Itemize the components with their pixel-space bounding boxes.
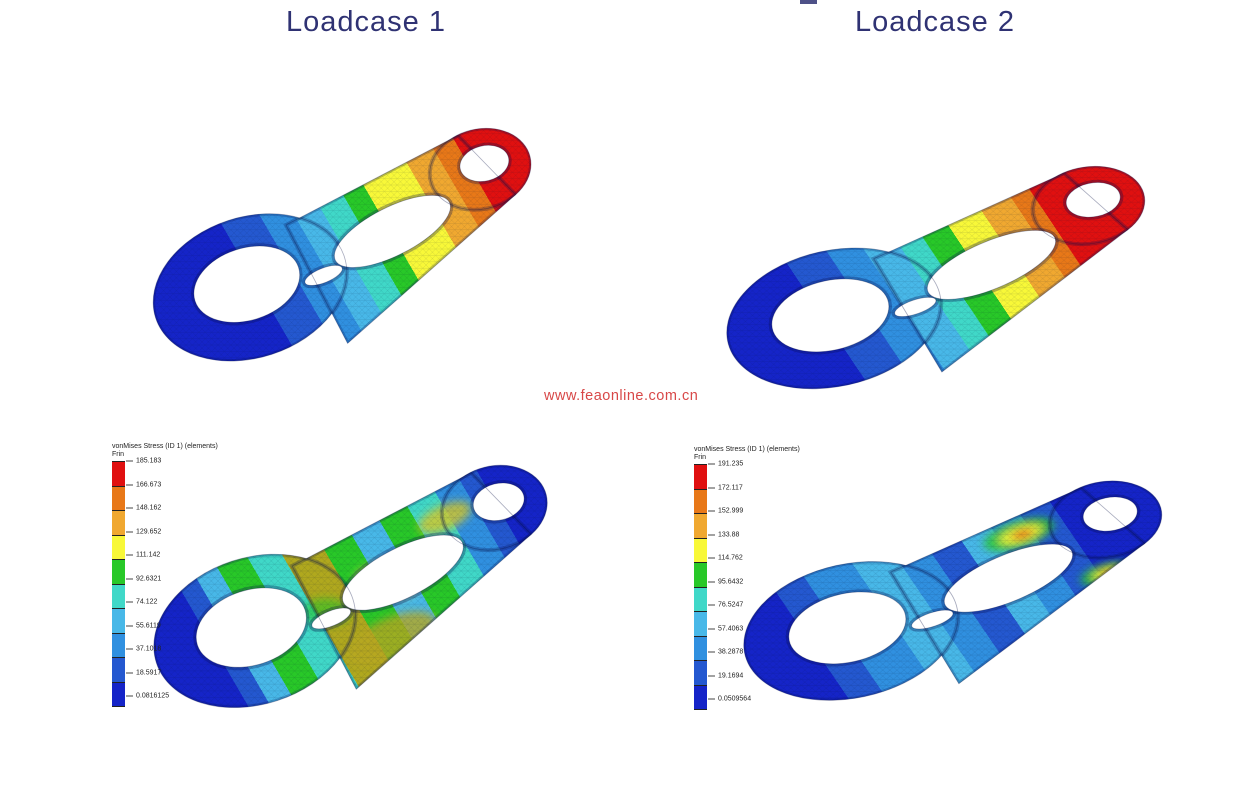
legend-tick: 55.6119 bbox=[126, 622, 161, 629]
loadcase-1-deformation-contour-model bbox=[134, 105, 540, 385]
legend-tick: 152.999 bbox=[708, 508, 743, 515]
legend-color-band bbox=[112, 511, 125, 536]
legend-color-band bbox=[694, 612, 707, 637]
loadcase-1-von-mises-stress-model bbox=[134, 441, 557, 733]
legend-tick: 18.5917 bbox=[126, 669, 161, 676]
stress-legend-loadcase-2: vonMises Stress (ID 1) (elements) Frin 1… bbox=[694, 446, 804, 710]
loadcase-1-title: Loadcase 1 bbox=[286, 6, 446, 38]
loadcase-2-title: Loadcase 2 bbox=[855, 6, 1015, 38]
legend-color-band bbox=[694, 661, 707, 686]
legend-color-bar bbox=[694, 464, 707, 710]
legend-title: vonMises Stress (ID 1) (elements) bbox=[112, 443, 218, 450]
legend-color-band bbox=[694, 685, 707, 710]
legend-color-band bbox=[694, 514, 707, 539]
legend-tick: 111.142 bbox=[126, 552, 160, 559]
legend-color-band bbox=[112, 584, 125, 609]
legend-color-band bbox=[112, 461, 125, 487]
legend-color-band bbox=[694, 587, 707, 612]
legend-color-band bbox=[694, 636, 707, 661]
cropped-text-artifact bbox=[800, 0, 817, 4]
legend-tick: 19.1694 bbox=[708, 672, 743, 679]
legend-color-band bbox=[112, 535, 125, 560]
legend-subtitle: Frin bbox=[694, 454, 707, 461]
legend-color-band bbox=[112, 682, 125, 707]
watermark-text: www.feaonline.com.cn bbox=[544, 388, 699, 404]
legend-tick: 191.235 bbox=[708, 461, 743, 468]
legend-tick: 133.88 bbox=[708, 531, 739, 538]
legend-tick: 185.183 bbox=[126, 458, 161, 465]
legend-color-bar bbox=[112, 461, 125, 707]
stress-legend-loadcase-1: vonMises Stress (ID 1) (elements) Frin 1… bbox=[112, 443, 222, 707]
legend-tick: 76.5247 bbox=[708, 602, 743, 609]
legend-color-band bbox=[112, 560, 125, 585]
legend-tick: 95.6432 bbox=[708, 578, 743, 585]
legend-tick: 74.122 bbox=[126, 599, 157, 606]
loadcase-2-von-mises-stress-model bbox=[722, 459, 1171, 723]
legend-color-band bbox=[694, 464, 707, 490]
legend-color-band bbox=[112, 658, 125, 683]
legend-title: vonMises Stress (ID 1) (elements) bbox=[694, 446, 800, 453]
legend-color-band bbox=[112, 609, 125, 634]
legend-color-band bbox=[112, 633, 125, 658]
legend-tick: 0.0816125 bbox=[126, 693, 169, 700]
legend-tick: 38.2878 bbox=[708, 649, 743, 656]
legend-tick: 37.1018 bbox=[126, 646, 161, 653]
legend-subtitle: Frin bbox=[112, 451, 125, 458]
legend-color-band bbox=[694, 489, 707, 514]
legend-tick: 148.162 bbox=[126, 505, 161, 512]
legend-color-band bbox=[112, 486, 125, 511]
legend-tick: 166.673 bbox=[126, 481, 161, 488]
legend-tick: 114.762 bbox=[708, 555, 743, 562]
legend-tick: 57.4063 bbox=[708, 625, 743, 632]
legend-color-band bbox=[694, 538, 707, 563]
loadcase-2-deformation-contour-model bbox=[705, 144, 1154, 412]
legend-tick: 0.0509564 bbox=[708, 696, 751, 703]
legend-color-band bbox=[694, 563, 707, 588]
legend-tick: 92.6321 bbox=[126, 575, 161, 582]
legend-tick: 129.652 bbox=[126, 528, 161, 535]
legend-tick: 172.117 bbox=[708, 484, 743, 491]
